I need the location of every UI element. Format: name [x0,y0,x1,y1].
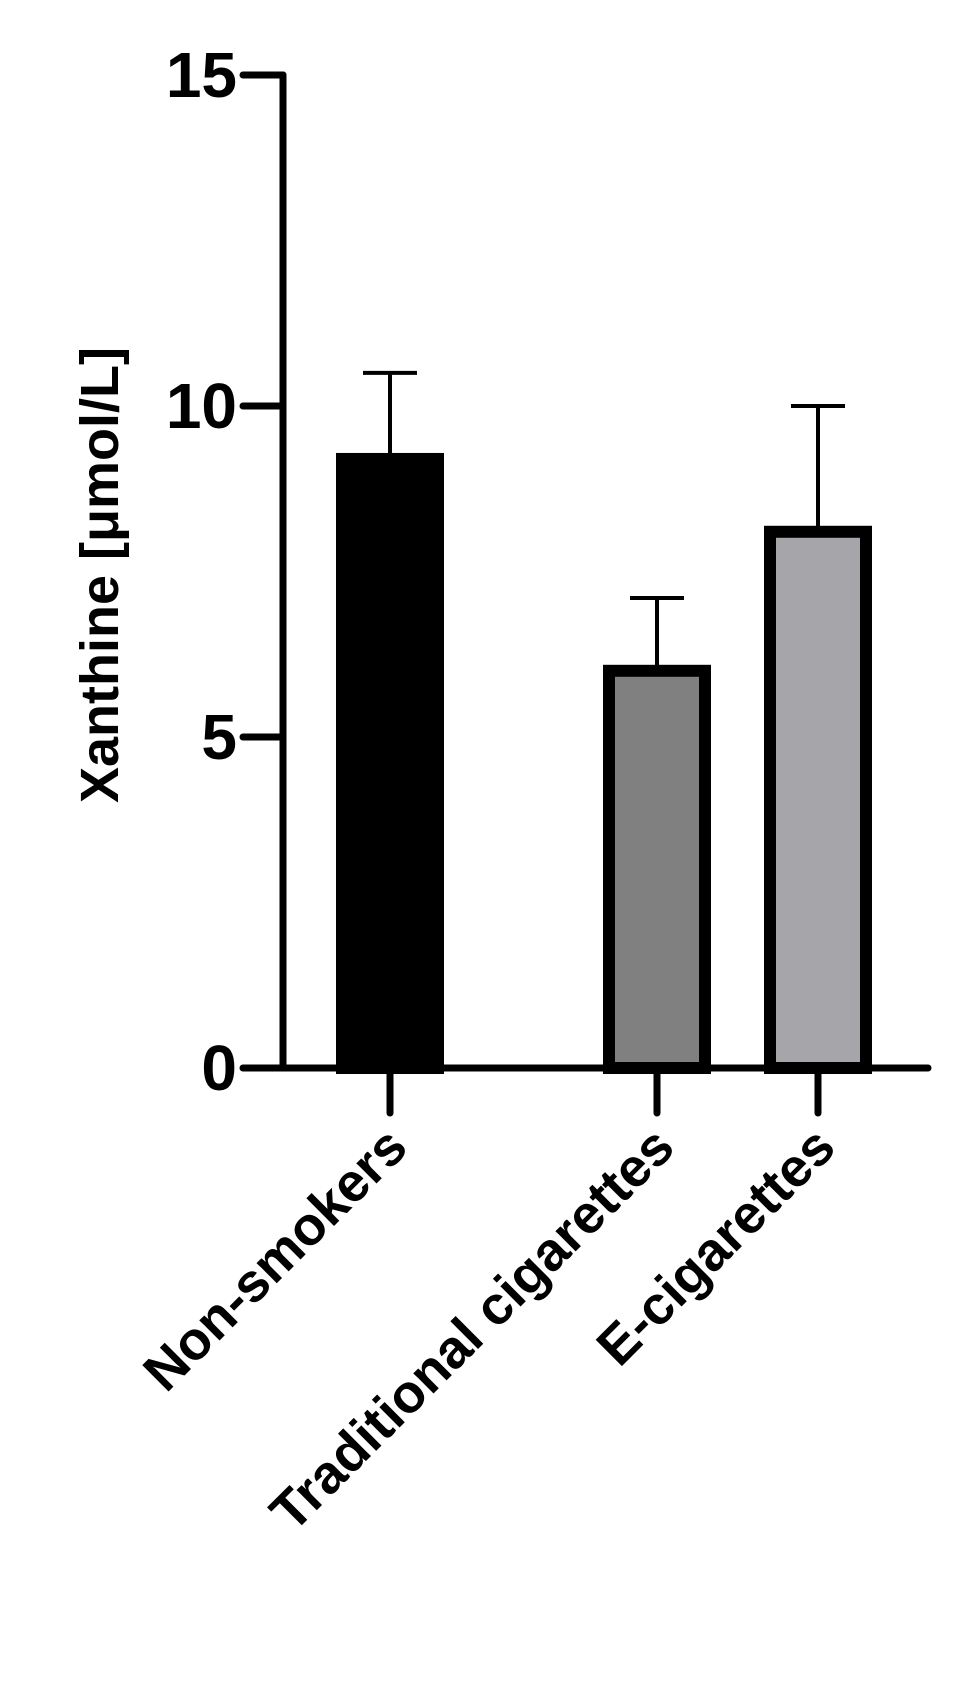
bars [336,370,872,1074]
x-tick-label-0: Non-smokers [132,1116,418,1402]
y-tick-label-1: 5 [201,701,237,773]
bar-0 [336,452,444,1074]
y-tick-label-3: 15 [166,39,237,111]
y-axis-title: Xanthine [μmol/L] [70,347,130,803]
bar-1 [603,664,711,1074]
y-tick-label-0: 0 [201,1032,237,1104]
y-ticks: 0 5 10 15 [166,39,287,1104]
y-tick-label-2: 10 [166,370,237,442]
bar-2 [764,525,872,1074]
